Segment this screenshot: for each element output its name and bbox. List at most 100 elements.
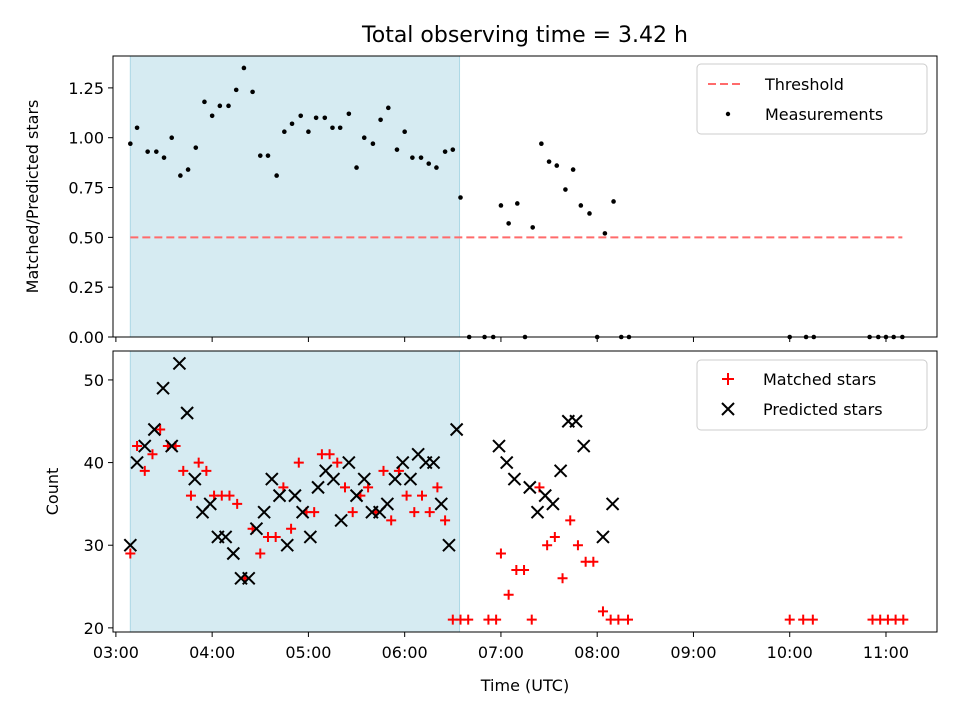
top-y-tick-label: 1.25 (68, 79, 104, 98)
matched-stars-point (386, 515, 397, 526)
predicted-stars-point (138, 439, 152, 453)
measurement-point (233, 87, 239, 93)
predicted-stars-point (249, 521, 264, 536)
predicted-stars-point (403, 472, 418, 486)
measurement-point (169, 135, 175, 141)
matched-stars-point (185, 490, 196, 501)
predicted-legend-swatch (721, 402, 735, 416)
measurement-point (578, 203, 584, 208)
measurement-point (587, 211, 592, 216)
bottom-legend: Matched stars Predicted stars (696, 359, 928, 431)
measurement-point (289, 121, 295, 127)
top-panel: 0.00 0.25 0.50 0.75 1.00 1.25 Matched/Predict… (23, 55, 938, 347)
predicted-stars-point (272, 488, 287, 503)
measurement-point (530, 225, 536, 230)
matched-stars-point (132, 441, 143, 452)
measurement-point (402, 129, 407, 135)
predicted-stars-point (342, 455, 356, 470)
matched-stars-point (293, 457, 304, 468)
x-tick-label: 06:00 (382, 643, 428, 662)
predicted-stars-point (426, 455, 441, 470)
matched-stars-point (432, 482, 443, 493)
bot-y-tick-label: 20 (84, 619, 104, 638)
predicted-stars-point (449, 422, 464, 437)
matched-stars-point (572, 540, 583, 551)
measurements-legend-label: Measurements (765, 105, 883, 124)
matched-legend-label: Matched stars (763, 370, 876, 389)
measurement-point (514, 201, 520, 206)
predicted-stars-point (156, 381, 170, 395)
predicted-stars-point (265, 472, 279, 486)
measurement-point (410, 155, 415, 160)
matched-stars-point (424, 507, 435, 518)
matched-stars-point (193, 457, 204, 468)
bottom-panel: 03:00 04:00 05:00 06:00 07:00 08:00 09:00 10:00… (43, 350, 938, 695)
matched-stars-point (417, 490, 427, 501)
predicted-stars-point (546, 497, 560, 511)
measurement-point (450, 147, 456, 152)
matched-stars-point (519, 565, 530, 576)
measurement-point (226, 103, 231, 109)
measurement-point (394, 147, 400, 152)
matched-stars-point (155, 424, 166, 435)
measurement-point (322, 115, 328, 121)
threshold-legend-label: Threshold (764, 75, 844, 94)
x-tick-label: 03:00 (93, 643, 139, 662)
top-y-tick-label: 0.75 (68, 179, 104, 198)
measurement-point (193, 145, 199, 150)
predicted-stars-point (380, 497, 395, 511)
matched-stars-point (125, 548, 136, 559)
bot-y-tick-label: 40 (84, 454, 104, 473)
top-legend: Threshold Measurements (696, 63, 928, 135)
measurement-point (265, 153, 271, 158)
predicted-stars-point (500, 455, 514, 470)
matched-stars-point (491, 614, 502, 625)
measurement-point (506, 221, 511, 226)
matched-legend-swatch (722, 373, 734, 385)
measurement-point (306, 129, 311, 135)
predicted-stars-point (242, 571, 256, 585)
matched-stars-point (409, 507, 420, 518)
matched-stars-point (495, 548, 506, 559)
matched-stars-point (232, 498, 243, 509)
matched-stars-point (557, 573, 568, 584)
measurement-point (498, 203, 504, 208)
measurement-point (418, 155, 424, 160)
matched-stars-point (339, 482, 350, 493)
measurement-point (154, 149, 159, 154)
measurement-point (426, 161, 432, 166)
predicted-stars-point (569, 414, 583, 428)
predicted-stars-point (303, 530, 318, 544)
matched-stars-point (401, 490, 412, 501)
predicted-stars-point (295, 505, 310, 519)
measurement-point (217, 103, 223, 109)
x-tick-label: 10:00 (767, 643, 813, 662)
matched-stars-point (201, 465, 212, 476)
top-y-axis-label: Matched/Predicted stars (23, 100, 42, 294)
predicted-stars-point (530, 505, 545, 519)
bottom-observing-window (129, 350, 461, 633)
predicted-stars-point (507, 472, 522, 486)
predicted-stars-point (188, 472, 202, 486)
measurement-point (378, 117, 383, 123)
top-legend-box (696, 63, 928, 135)
matched-stars-point (784, 614, 795, 625)
measurement-point (563, 187, 568, 192)
matched-stars-point (807, 614, 818, 625)
x-tick-label: 07:00 (478, 643, 524, 662)
x-tick-label: 11:00 (863, 643, 909, 662)
matched-stars-point (588, 556, 599, 567)
figure-title: Total observing time = 3.42 h (361, 23, 688, 48)
predicted-stars-point (311, 480, 325, 495)
matched-stars-point (526, 614, 537, 625)
bot-y-tick-label: 30 (84, 536, 104, 555)
matched-stars-point (898, 614, 909, 625)
predicted-stars-point (442, 538, 456, 552)
matched-stars-point (324, 449, 335, 460)
measurement-point (602, 231, 608, 236)
predicted-stars-point (553, 464, 568, 478)
measurement-point (346, 111, 352, 117)
predicted-legend-label: Predicted stars (763, 400, 883, 419)
measurement-point (209, 113, 215, 119)
matched-stars-point (378, 465, 389, 476)
